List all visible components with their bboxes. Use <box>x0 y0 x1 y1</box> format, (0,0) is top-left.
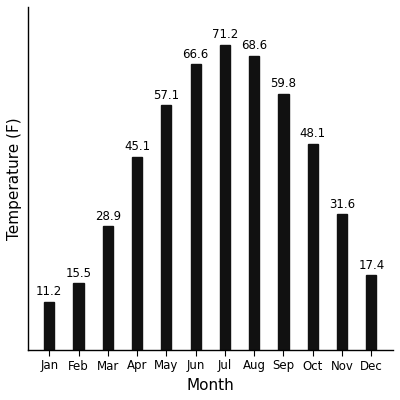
Text: 68.6: 68.6 <box>241 39 267 52</box>
Bar <box>161 105 172 350</box>
Bar <box>44 302 54 350</box>
Text: 11.2: 11.2 <box>36 285 62 298</box>
Text: 66.6: 66.6 <box>182 48 209 61</box>
Text: 57.1: 57.1 <box>153 89 180 102</box>
Text: 15.5: 15.5 <box>66 267 92 280</box>
Bar <box>190 64 201 350</box>
Bar <box>249 56 259 350</box>
Text: 59.8: 59.8 <box>270 77 296 90</box>
Text: 31.6: 31.6 <box>329 198 355 211</box>
Bar <box>132 156 142 350</box>
Text: 45.1: 45.1 <box>124 140 150 153</box>
X-axis label: Month: Month <box>186 378 234 393</box>
Bar <box>278 94 289 350</box>
Bar <box>366 275 376 350</box>
Bar <box>220 45 230 350</box>
Y-axis label: Temperature (F): Temperature (F) <box>7 117 22 240</box>
Text: 71.2: 71.2 <box>212 28 238 41</box>
Text: 17.4: 17.4 <box>358 259 384 272</box>
Text: 48.1: 48.1 <box>300 127 326 140</box>
Bar <box>337 214 347 350</box>
Bar <box>103 226 113 350</box>
Text: 28.9: 28.9 <box>95 210 121 222</box>
Bar <box>73 283 84 350</box>
Bar <box>308 144 318 350</box>
